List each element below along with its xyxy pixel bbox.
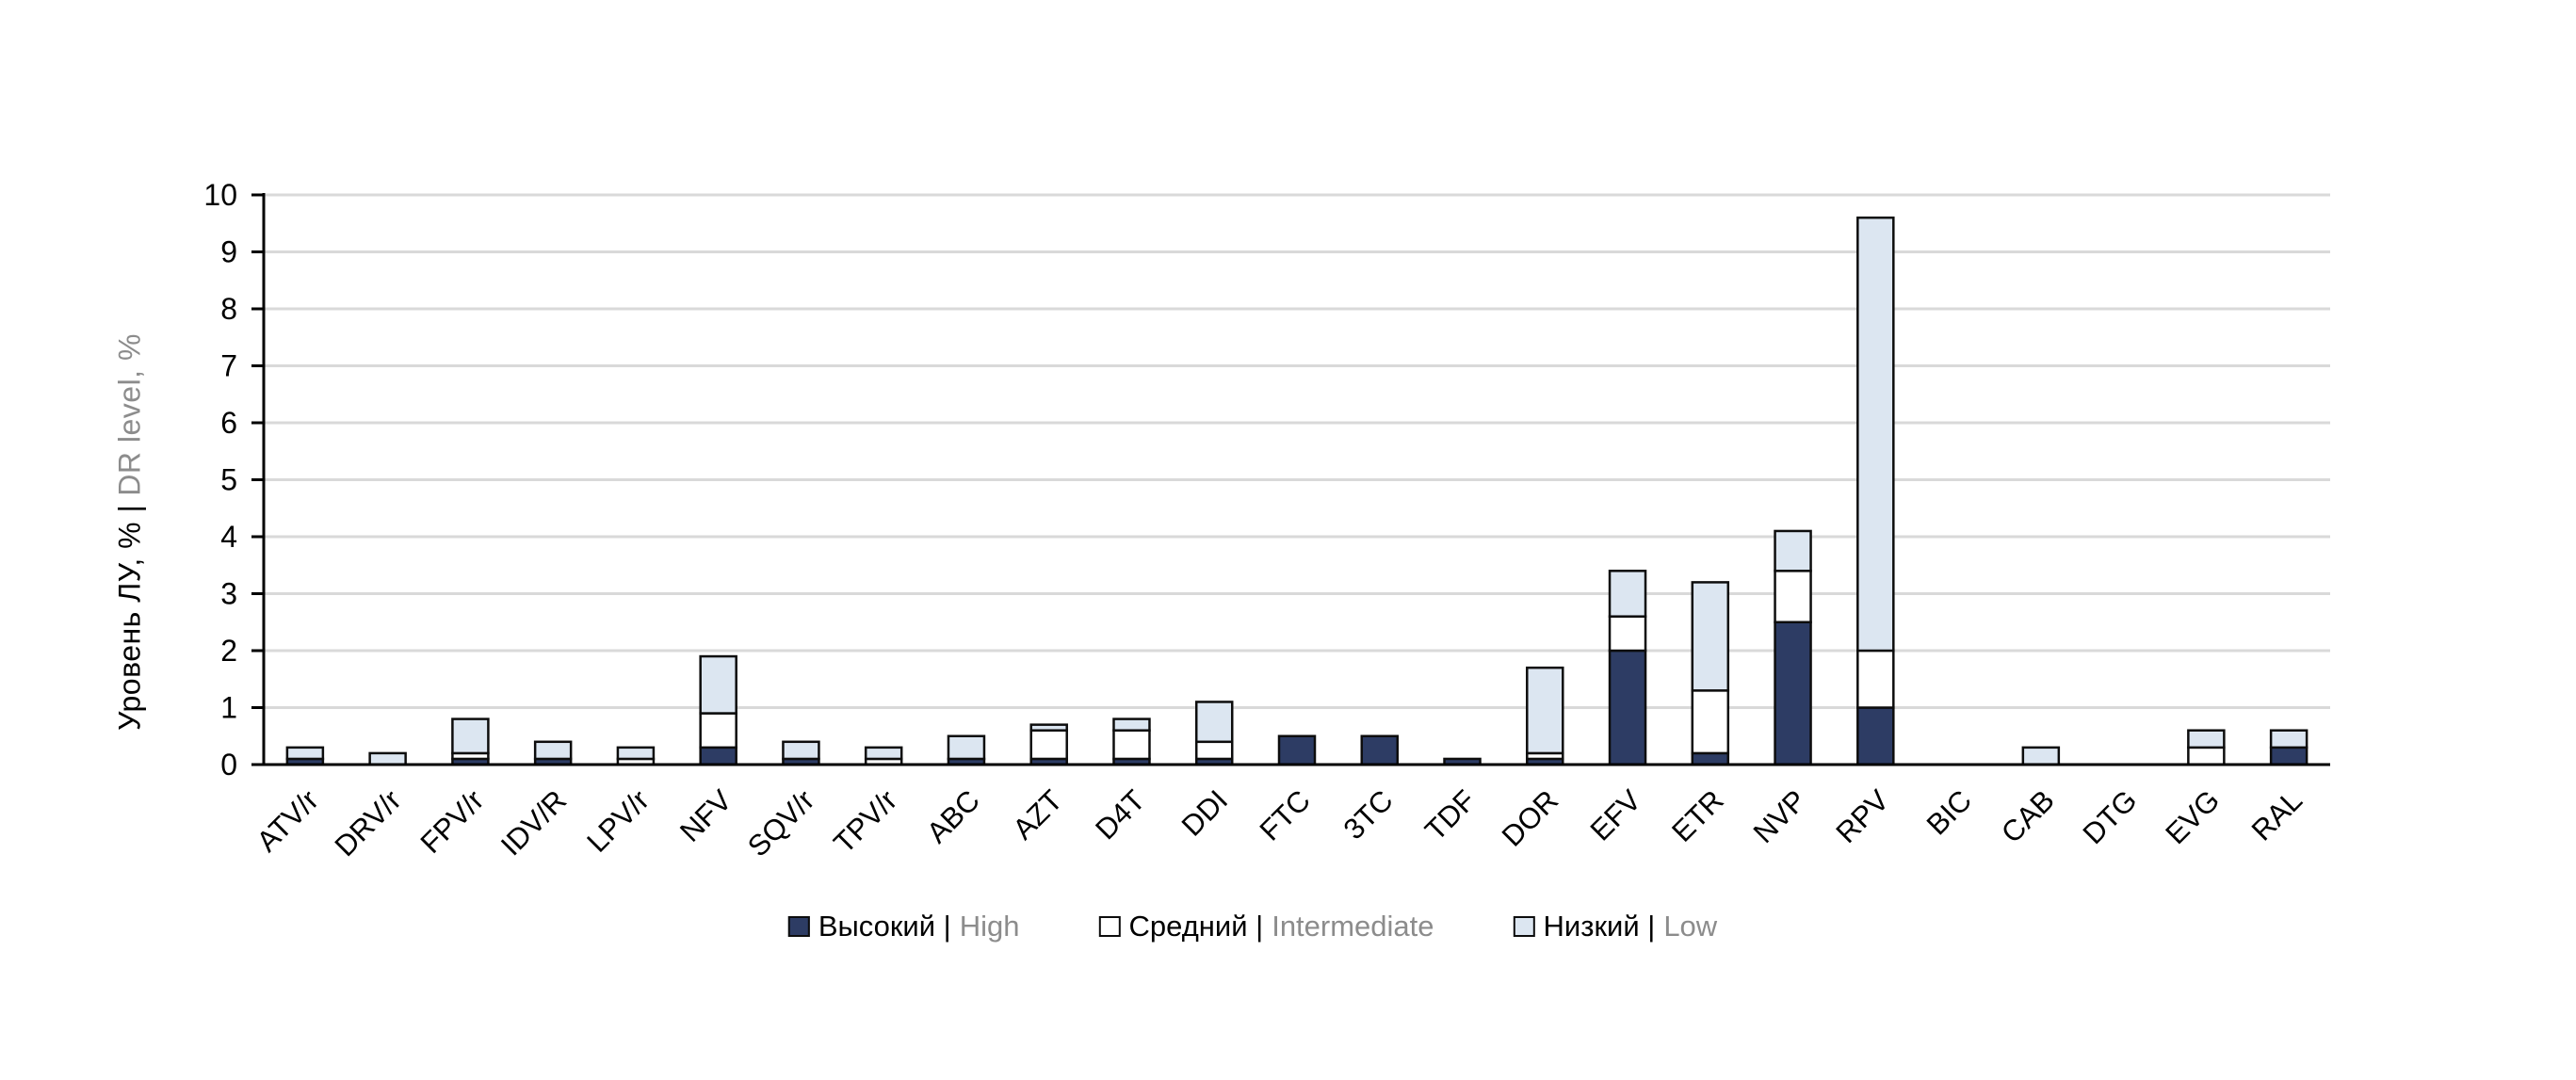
category-label-AZT: AZT (1007, 783, 1069, 846)
legend-label-low-en: Low (1663, 910, 1718, 943)
y-tick-label: 6 (220, 406, 237, 440)
y-tick-label: 2 (220, 634, 237, 668)
bar-segment-low-EVG (2187, 729, 2226, 750)
bar-segment-low-D4T (1112, 717, 1151, 732)
bar-segment-low-DRV/r (368, 751, 407, 766)
bar-segment-intermediate-D4T (1112, 729, 1151, 761)
y-tick-label: 1 (220, 691, 237, 725)
bar-segment-high-FTC (1277, 734, 1317, 766)
bar-segment-low-ETR (1691, 581, 1730, 692)
bar-segment-low-EFV (1608, 570, 1647, 618)
bar-segment-low-CAB (2021, 746, 2061, 766)
category-label-NVP: NVP (1747, 783, 1813, 849)
category-label-ETR: ETR (1665, 783, 1730, 848)
bar-segment-high-NFV (699, 746, 737, 766)
bar-segment-low-ATV/r (285, 746, 325, 761)
category-label-RPV: RPV (1829, 783, 1895, 849)
category-label-TPV/r: TPV/r (827, 783, 903, 860)
category-label-SQV/r: SQV/r (741, 783, 820, 862)
bar-segment-intermediate-EFV (1608, 615, 1647, 653)
bar-segment-low-TPV/r (864, 746, 903, 761)
y-axis-title: Уровень ЛУ, % | DR level, % (113, 333, 148, 731)
y-tick-label: 8 (220, 292, 237, 326)
y-tick-label: 3 (220, 577, 237, 611)
bar-segment-low-RAL (2269, 729, 2309, 750)
category-label-RAL: RAL (2245, 783, 2309, 846)
bar-segment-intermediate-DDI (1194, 740, 1234, 761)
bar-segment-high-NVP (1774, 621, 1812, 766)
bar-segment-low-SQV/r (782, 740, 820, 761)
bar-segment-low-DOR (1526, 666, 1564, 755)
bar-segment-low-NVP (1774, 529, 1812, 572)
category-label-D4T: D4T (1089, 783, 1151, 846)
y-tick-label: 10 (203, 178, 237, 212)
bar-segment-low-DDI (1194, 701, 1234, 744)
y-tick-label: 4 (220, 520, 237, 554)
category-label-EVG: EVG (2159, 783, 2226, 850)
bar-segment-low-NFV (699, 654, 737, 715)
category-label-ATV/r: ATV/r (251, 783, 325, 858)
category-label-DOR: DOR (1496, 783, 1564, 852)
bar-segment-intermediate-ETR (1691, 689, 1730, 755)
category-label-CAB: CAB (1995, 783, 2061, 849)
y-tick-label: 0 (220, 748, 237, 782)
legend-label-low-ru: Низкий | (1543, 910, 1656, 943)
y-axis-title-en: DR level, % (112, 333, 147, 496)
category-label-NFV: NFV (673, 783, 738, 848)
bar-segment-intermediate-EVG (2187, 746, 2226, 766)
y-axis-title-ru: Уровень ЛУ, % | (112, 504, 147, 731)
y-tick-label: 7 (220, 349, 237, 383)
legend-label-high-ru: Высокий | (818, 910, 951, 943)
legend-item-intermediate: Средний | Intermediate (1098, 910, 1434, 943)
legend-swatch-high-icon (787, 916, 810, 937)
category-label-ABC: ABC (920, 783, 986, 849)
category-label-LPV/r: LPV/r (580, 783, 656, 859)
legend-label-intermediate-en: Intermediate (1272, 910, 1434, 943)
category-label-DRV/r: DRV/r (329, 783, 408, 862)
bar-segment-low-IDV/R (533, 740, 573, 761)
bar-segment-intermediate-NFV (699, 712, 737, 750)
category-label-DTG: DTG (2077, 783, 2144, 850)
category-label-EFV: EFV (1584, 783, 1648, 847)
category-label-FPV/r: FPV/r (414, 783, 491, 860)
category-label-BIC: BIC (1920, 783, 1978, 841)
category-label-FTC: FTC (1254, 783, 1317, 846)
bar-segment-low-ABC (947, 734, 986, 761)
bar-segment-high-RAL (2269, 746, 2309, 766)
y-tick-label: 5 (220, 463, 237, 497)
bar-segment-low-RPV (1856, 216, 1895, 653)
y-tick-label: 9 (220, 235, 237, 269)
bar-segment-low-FPV/r (451, 717, 490, 755)
bar-segment-high-3TC (1360, 734, 1400, 766)
category-label-IDV/R: IDV/R (494, 783, 573, 862)
legend-swatch-low-icon (1513, 916, 1535, 937)
legend-label-high-en: High (959, 910, 1020, 943)
category-label-TDF: TDF (1418, 783, 1482, 846)
legend-item-low: Низкий | Low (1513, 910, 1718, 943)
legend-swatch-intermediate-icon (1098, 916, 1121, 937)
category-label-3TC: 3TC (1337, 783, 1400, 846)
bar-segment-low-LPV/r (616, 746, 656, 761)
category-label-DDI: DDI (1175, 783, 1235, 843)
bar-segment-high-RPV (1856, 706, 1895, 766)
bar-segment-high-ETR (1691, 751, 1730, 766)
bar-segment-high-EFV (1608, 649, 1647, 766)
legend-item-high: Высокий | High (787, 910, 1020, 943)
bar-segment-intermediate-RPV (1856, 649, 1895, 709)
bar-segment-low-AZT (1029, 723, 1068, 732)
legend-label-intermediate-ru: Средний | (1128, 910, 1264, 943)
bar-segment-intermediate-AZT (1029, 729, 1068, 761)
chart-legend: Высокий | High Средний | Intermediate Ни… (787, 910, 1718, 943)
bar-segment-intermediate-NVP (1774, 570, 1812, 623)
